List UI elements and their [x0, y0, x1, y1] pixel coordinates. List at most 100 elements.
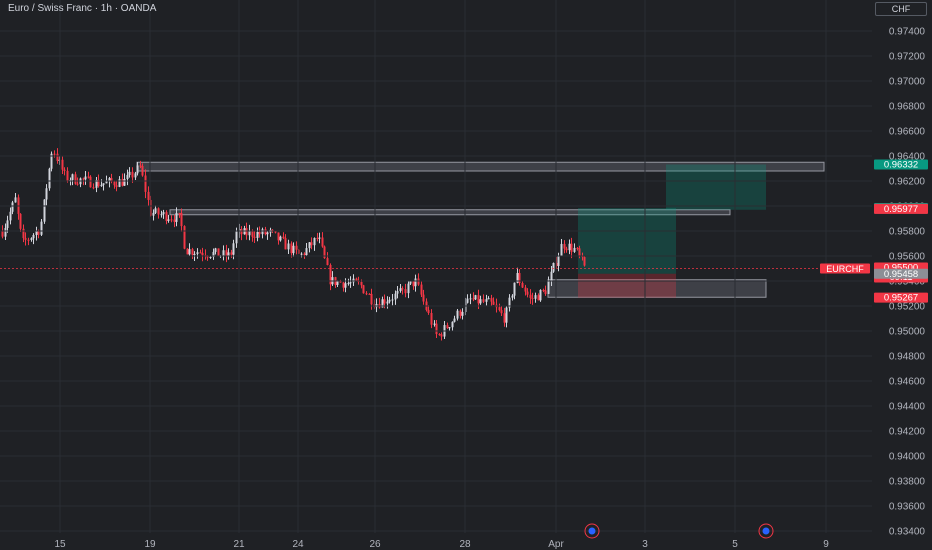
candle-down — [115, 185, 118, 187]
candle-down — [61, 159, 64, 170]
candle-up — [118, 179, 121, 187]
candle-down — [323, 246, 326, 259]
candle-up — [391, 299, 394, 301]
candle-up — [196, 252, 199, 254]
long-position-2-profit — [666, 164, 766, 210]
candle-down — [76, 183, 79, 185]
candle-down — [191, 249, 194, 255]
candle-down — [370, 293, 373, 305]
y-tick-label: 0.97400 — [889, 27, 926, 38]
y-tick-label: 0.95800 — [889, 227, 926, 238]
candle-up — [318, 237, 321, 239]
time-axis[interactable]: 15 19 21 24 26 28 Apr 3 5 9 — [54, 0, 829, 550]
candle-up — [399, 288, 402, 292]
candle-up — [305, 248, 308, 256]
candle-up — [188, 249, 191, 255]
long-position-1-profit — [578, 208, 676, 274]
candle-down — [537, 295, 540, 301]
candle-down — [583, 257, 586, 266]
candle-down — [66, 170, 69, 181]
candle-down — [576, 247, 579, 249]
candle-down — [570, 243, 573, 252]
candle-up — [300, 253, 303, 255]
candle-up — [479, 299, 482, 304]
candle-up — [175, 213, 178, 222]
candle-up — [235, 231, 238, 244]
price-tag-label: 0.95977 — [884, 204, 918, 215]
candle-up — [344, 283, 347, 288]
chart-title: Euro / Swiss Franc · 1h · OANDA — [8, 3, 157, 14]
candle-down — [131, 171, 134, 178]
candle-down — [277, 232, 280, 241]
candle-down — [225, 250, 228, 257]
candle-up — [534, 295, 537, 299]
candle-up — [568, 243, 571, 251]
candle-up — [69, 179, 72, 181]
candle-down — [521, 283, 524, 288]
x-tick-label: 9 — [823, 539, 829, 550]
candle-up — [167, 219, 170, 221]
candle-down — [529, 294, 532, 299]
candle-down — [258, 231, 261, 235]
candle-down — [97, 180, 100, 187]
event-icon-center — [588, 527, 596, 535]
candle-up — [32, 234, 35, 239]
event-icon[interactable] — [584, 523, 600, 539]
candle-up — [108, 178, 111, 182]
candle-down — [401, 288, 404, 290]
candle-up — [248, 230, 251, 236]
candle-down — [139, 165, 142, 167]
y-tick-label: 0.94800 — [889, 352, 926, 363]
candle-down — [459, 310, 462, 316]
candle-up — [407, 283, 410, 294]
candle-down — [321, 237, 324, 247]
x-tick-label: Apr — [548, 539, 564, 550]
candle-down — [56, 153, 59, 161]
candle-down — [199, 252, 202, 254]
price-tag — [874, 159, 928, 170]
event-icons[interactable] — [584, 523, 774, 539]
y-tick-label: 0.94400 — [889, 402, 926, 413]
candle-down — [37, 231, 40, 235]
candle-down — [339, 281, 342, 283]
candle-down — [141, 166, 144, 176]
x-tick-label: 28 — [459, 539, 471, 550]
candle-down — [180, 213, 183, 227]
event-icon[interactable] — [758, 523, 774, 539]
candle-up — [381, 299, 384, 308]
event-icon-center — [762, 527, 770, 535]
currency-button[interactable]: CHF — [875, 2, 927, 16]
candle-up — [573, 247, 576, 252]
candle-up — [232, 243, 235, 255]
candle-up — [102, 183, 105, 185]
price-tag-label: 0.95458 — [884, 269, 918, 280]
candle-up — [162, 212, 165, 215]
symbol-tag-label: EURCHF — [826, 264, 864, 274]
candle-up — [160, 214, 163, 216]
candle-down — [310, 242, 313, 246]
candle-down — [253, 236, 256, 238]
candle-up — [414, 278, 417, 287]
candle-down — [295, 245, 298, 250]
x-tick-label: 5 — [732, 539, 738, 550]
candle-down — [121, 179, 124, 186]
candle-down — [22, 228, 25, 239]
candle-up — [214, 248, 217, 252]
candle-down — [446, 325, 449, 329]
candle-down — [420, 284, 423, 295]
price-axis[interactable]: 0.97400 0.97200 0.97000 0.96800 0.96600 0.964… — [0, 27, 925, 538]
candle-down — [430, 312, 433, 325]
candle-down — [482, 299, 485, 302]
candle-up — [105, 181, 108, 184]
candle-down — [206, 256, 209, 258]
candle-up — [308, 242, 311, 249]
y-tick-label: 0.97000 — [889, 77, 926, 88]
candle-down — [82, 178, 85, 180]
candle-down — [251, 230, 254, 237]
x-tick-label: 15 — [54, 539, 66, 550]
candle-down — [217, 248, 220, 257]
candle-up — [453, 318, 456, 322]
candle-up — [352, 278, 355, 283]
candle-up — [485, 299, 488, 302]
